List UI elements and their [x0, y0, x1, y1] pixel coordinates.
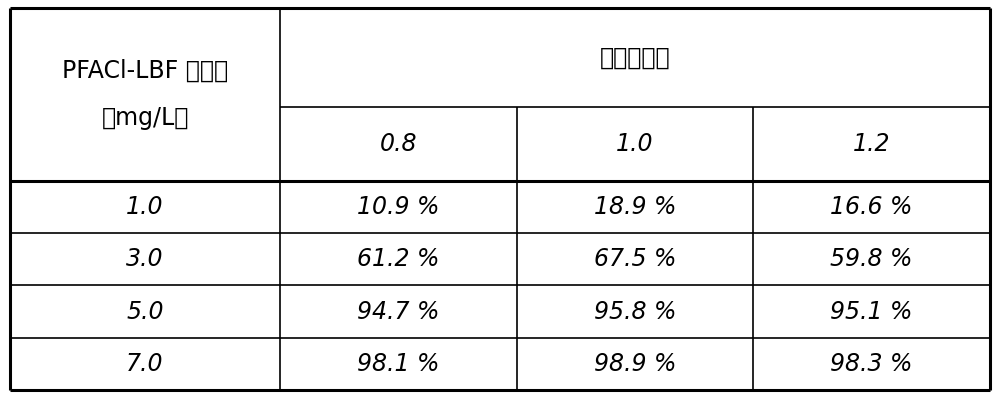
Text: 94.7 %: 94.7 % — [357, 300, 440, 324]
Text: 98.3 %: 98.3 % — [830, 352, 913, 376]
Text: （mg/L）: （mg/L） — [101, 106, 189, 130]
Text: 7.0: 7.0 — [126, 352, 164, 376]
Text: 5.0: 5.0 — [126, 300, 164, 324]
Text: 16.6 %: 16.6 % — [830, 195, 913, 219]
Text: 95.8 %: 95.8 % — [594, 300, 676, 324]
Text: 98.1 %: 98.1 % — [357, 352, 440, 376]
Text: 61.2 %: 61.2 % — [357, 247, 440, 271]
Text: 1.2: 1.2 — [853, 132, 890, 156]
Text: 1.0: 1.0 — [616, 132, 654, 156]
Text: 98.9 %: 98.9 % — [594, 352, 676, 376]
Text: 1.0: 1.0 — [126, 195, 164, 219]
Text: 67.5 %: 67.5 % — [594, 247, 676, 271]
Text: 59.8 %: 59.8 % — [830, 247, 913, 271]
Text: 3.0: 3.0 — [126, 247, 164, 271]
Text: 铝鐵质量比: 铝鐵质量比 — [600, 46, 670, 70]
Text: 18.9 %: 18.9 % — [594, 195, 676, 219]
Text: 95.1 %: 95.1 % — [830, 300, 913, 324]
Text: 10.9 %: 10.9 % — [357, 195, 440, 219]
Text: 0.8: 0.8 — [380, 132, 417, 156]
Text: PFACl-LBF 投加量: PFACl-LBF 投加量 — [62, 59, 228, 82]
